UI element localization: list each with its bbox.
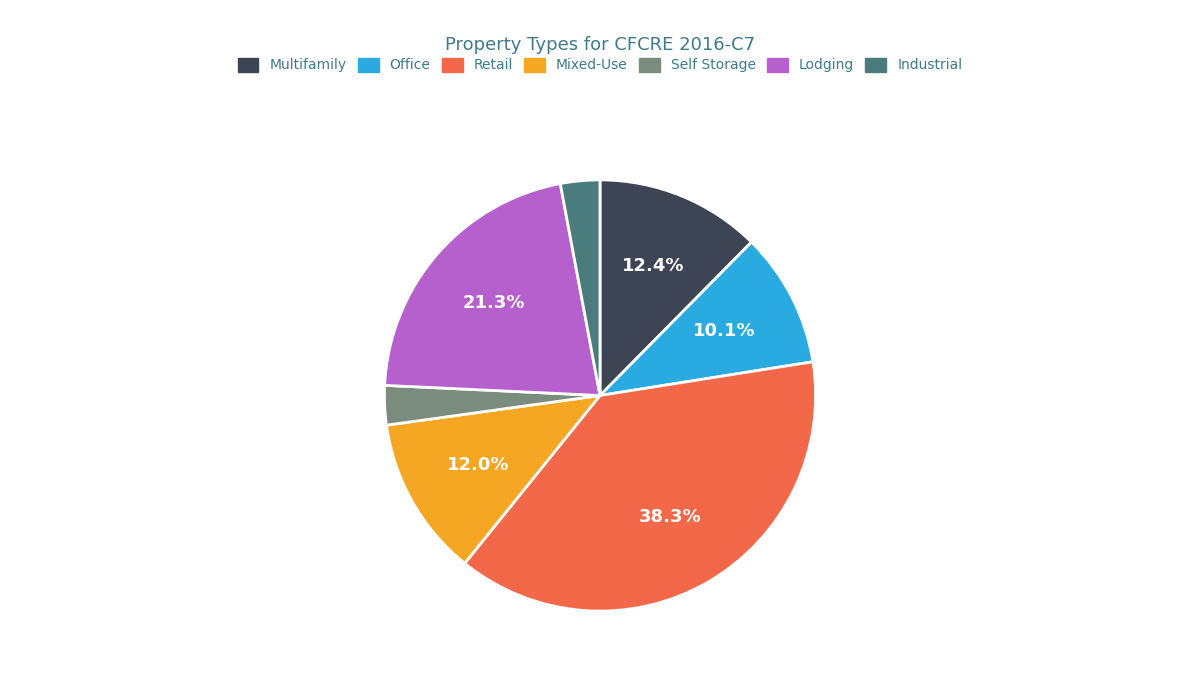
Text: 12.4%: 12.4%	[622, 257, 684, 275]
Wedge shape	[385, 183, 600, 396]
Wedge shape	[600, 242, 812, 396]
Text: 10.1%: 10.1%	[694, 323, 756, 340]
Wedge shape	[384, 385, 600, 425]
Title: Property Types for CFCRE 2016-C7: Property Types for CFCRE 2016-C7	[445, 36, 755, 54]
Wedge shape	[464, 362, 816, 611]
Text: 21.3%: 21.3%	[463, 295, 526, 312]
Legend: Multifamily, Office, Retail, Mixed-Use, Self Storage, Lodging, Industrial: Multifamily, Office, Retail, Mixed-Use, …	[232, 52, 968, 78]
Text: 12.0%: 12.0%	[446, 456, 509, 474]
Wedge shape	[560, 180, 600, 396]
Text: 38.3%: 38.3%	[638, 508, 702, 526]
Wedge shape	[386, 395, 600, 564]
Wedge shape	[600, 180, 751, 396]
